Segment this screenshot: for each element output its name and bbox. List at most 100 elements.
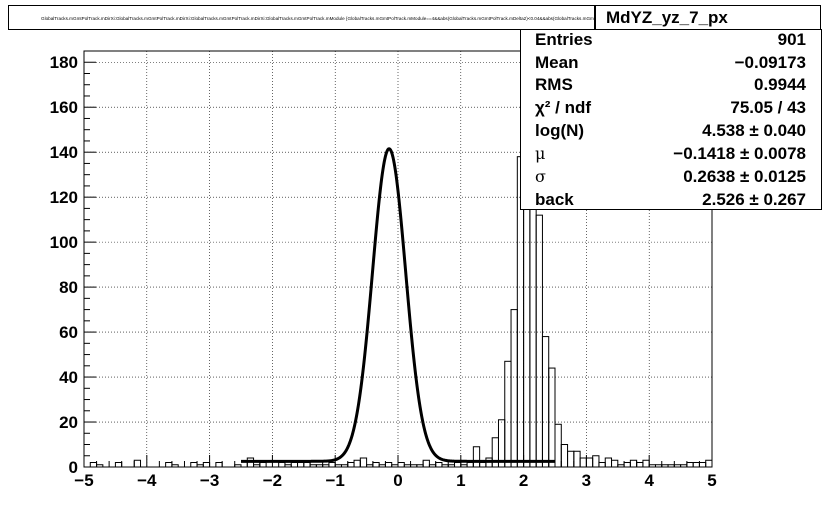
stat-value: 4.538 ± 0.040 — [702, 121, 806, 140]
histogram-bin — [548, 367, 556, 468]
histogram-bin — [535, 214, 543, 468]
histogram-bin — [366, 464, 374, 468]
x-tick-label: −4 — [137, 471, 157, 490]
histogram-bin — [133, 459, 142, 468]
stat-label: back — [535, 190, 574, 209]
histogram-bin — [585, 457, 594, 468]
histogram-bin — [359, 457, 368, 468]
x-tick-label: −5 — [74, 471, 93, 490]
histogram-bin — [422, 459, 430, 468]
histogram-bin — [454, 462, 462, 468]
stat-label: Mean — [535, 53, 579, 72]
histogram-bin — [629, 459, 638, 468]
y-tick-label: 20 — [59, 413, 78, 432]
stat-value: 2.526 ± 0.267 — [702, 190, 806, 209]
stat-value: −0.1418 ± 0.0078 — [673, 144, 806, 163]
histogram-bin — [278, 462, 286, 468]
y-tick-label: 180 — [50, 53, 78, 72]
histogram-bin — [259, 462, 267, 468]
y-tick-label: 100 — [50, 233, 78, 252]
stat-value: 75.05 / 43 — [730, 98, 806, 117]
histogram-bin — [560, 444, 569, 468]
histogram-bin — [196, 464, 204, 468]
stat-label: μ — [535, 144, 546, 163]
histogram-bin — [428, 464, 437, 468]
histogram-bin — [215, 462, 223, 468]
x-tick-label: −2 — [263, 471, 282, 490]
stats-row-sigma: σ 0.2638 ± 0.0125 — [521, 167, 821, 190]
stats-row-back: back 2.526 ± 0.267 — [521, 190, 821, 213]
stats-row-mu: μ −0.1418 ± 0.0078 — [521, 144, 821, 167]
histogram-bin — [403, 464, 412, 468]
histogram-bin — [579, 457, 587, 468]
stat-value: 0.2638 ± 0.0125 — [683, 167, 806, 186]
histogram-bin — [297, 462, 305, 468]
stats-row-entries: Entries 901 — [521, 30, 821, 53]
histogram-bin — [372, 462, 380, 468]
histogram-bin — [190, 462, 198, 468]
stat-label: Entries — [535, 30, 593, 49]
histogram-bin — [654, 464, 663, 468]
histogram-bin — [165, 462, 173, 468]
histogram-bin — [253, 464, 261, 468]
histogram-bin — [309, 464, 317, 468]
histogram-bin — [441, 464, 449, 468]
histogram-bin — [472, 446, 481, 468]
histogram-bin — [673, 464, 682, 468]
stat-value: 901 — [777, 30, 806, 49]
fit-curve-line — [241, 147, 555, 463]
y-tick-label: 160 — [50, 98, 78, 117]
y-tick-label: 140 — [50, 143, 78, 162]
x-tick-label: 2 — [519, 471, 528, 490]
histogram-name: MdYZ_yz_7_px — [595, 5, 821, 30]
y-tick-label: 0 — [69, 458, 78, 477]
y-tick-label: 120 — [50, 188, 78, 207]
histogram-bin — [510, 309, 518, 468]
x-tick-label: 3 — [582, 471, 591, 490]
histogram-bin — [416, 464, 424, 468]
x-tick-label: −3 — [200, 471, 219, 490]
histogram-bin — [648, 464, 656, 468]
stat-value: 0.9944 — [754, 75, 806, 94]
histogram-bin — [322, 464, 330, 468]
histogram-bin — [447, 464, 456, 468]
histogram-bin — [554, 423, 562, 468]
histogram-bin — [705, 459, 713, 468]
x-tick-label: −1 — [326, 471, 345, 490]
histogram-bin — [611, 459, 619, 468]
histogram-bin — [667, 464, 675, 468]
histogram-bin — [284, 464, 292, 468]
histogram-bin — [234, 464, 242, 468]
histogram-bin — [642, 459, 650, 468]
histogram-bin — [686, 462, 694, 468]
histogram-bin — [391, 464, 399, 468]
histogram-bin — [698, 462, 707, 468]
histogram-bin — [410, 464, 418, 468]
y-tick-label: 60 — [59, 323, 78, 342]
histogram-bin — [202, 462, 211, 468]
histogram-bin — [617, 464, 625, 468]
histogram-bin — [171, 464, 179, 468]
stats-box: Entries 901 Mean −0.09173 RMS 0.9944 χ² … — [520, 29, 822, 210]
stat-label: log(N) — [535, 121, 585, 140]
stat-label: σ — [535, 167, 546, 186]
y-tick-label: 80 — [59, 278, 78, 297]
histogram-bin — [334, 464, 342, 468]
histogram-bin — [604, 457, 613, 468]
histogram-bin — [89, 462, 98, 468]
stat-value: −0.09173 — [734, 53, 806, 72]
histogram-bin — [592, 455, 600, 468]
histogram-bin — [598, 462, 606, 468]
stats-row-rms: RMS 0.9944 — [521, 75, 821, 98]
x-tick-label: 5 — [707, 471, 716, 490]
histogram-bin — [573, 450, 581, 468]
histogram-bin — [435, 462, 443, 468]
histogram-bin — [384, 462, 393, 468]
plot-title: GlobalTracks.mGmtPolTrack.mDirXi:GlobalT… — [8, 5, 595, 30]
x-tick-label: 0 — [393, 471, 402, 490]
histogram-bin — [692, 462, 700, 468]
histogram-bin — [661, 464, 669, 468]
histogram-bin — [378, 464, 386, 468]
histogram-bin — [466, 462, 474, 468]
histogram-bin — [303, 462, 311, 468]
